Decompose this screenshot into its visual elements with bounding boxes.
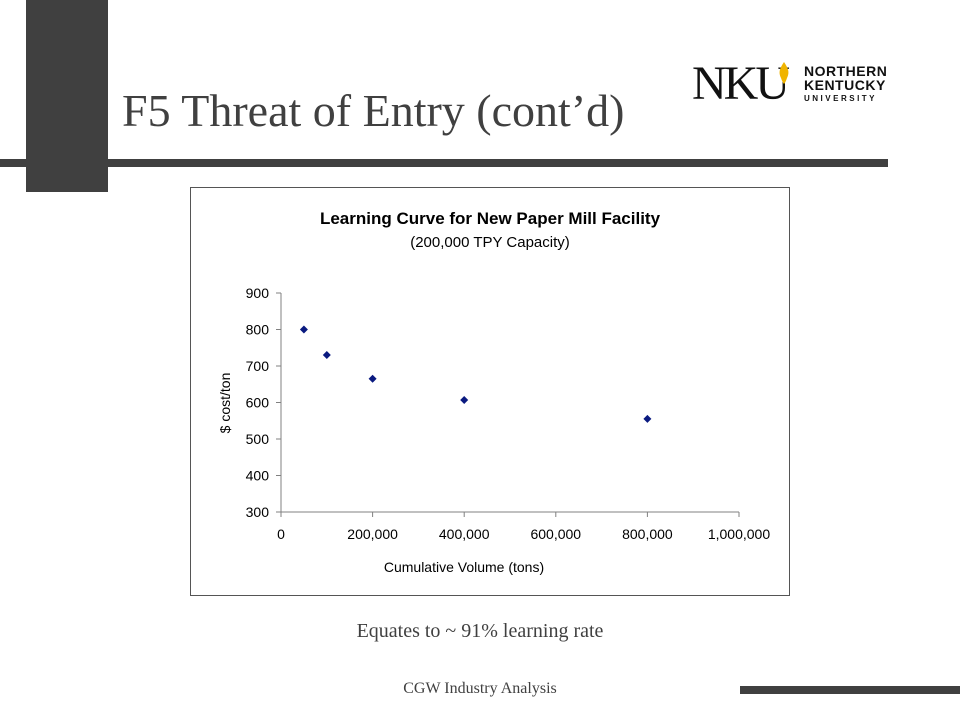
x-tick-label: 400,000 — [439, 526, 490, 542]
x-tick-label: 0 — [277, 526, 285, 542]
x-axis-label: Cumulative Volume (tons) — [384, 559, 544, 575]
y-tick-label: 800 — [246, 322, 270, 338]
y-axis-ticks: 300 400 500 600 700 800 900 — [246, 285, 281, 520]
flame-icon — [779, 62, 789, 84]
x-tick-label: 1,000,000 — [708, 526, 770, 542]
data-point — [299, 325, 308, 334]
footer-rule — [740, 686, 960, 694]
chart-subtitle: (200,000 TPY Capacity) — [410, 234, 570, 251]
x-axis-ticks: 0 200,000 400,000 600,000 800,000 1,000,000 — [277, 512, 770, 542]
logo-line-university: UNIVERSITY — [804, 94, 878, 103]
chart-title: Learning Curve for New Paper Mill Facili… — [320, 209, 661, 228]
logo-mark: NKU — [692, 57, 790, 110]
y-tick-label: 400 — [246, 468, 270, 484]
data-points — [299, 325, 652, 423]
y-tick-label: 500 — [246, 431, 270, 447]
logo-line-kentucky: KENTUCKY — [804, 77, 886, 93]
x-tick-label: 200,000 — [347, 526, 398, 542]
x-tick-label: 800,000 — [622, 526, 673, 542]
nku-logo: NKU NORTHERN KENTUCKY UNIVERSITY — [692, 60, 922, 112]
y-axis-label: $ cost/ton — [217, 373, 233, 434]
y-tick-label: 300 — [246, 504, 270, 520]
y-tick-label: 600 — [246, 395, 270, 411]
data-point — [460, 395, 469, 404]
y-tick-label: 700 — [246, 358, 270, 374]
data-point — [368, 374, 377, 383]
chart-frame: Learning Curve for New Paper Mill Facili… — [190, 187, 790, 596]
logo-line-northern: NORTHERN — [804, 63, 888, 79]
learning-curve-chart: Learning Curve for New Paper Mill Facili… — [217, 209, 770, 575]
slide-caption: Equates to ~ 91% learning rate — [356, 620, 604, 642]
x-tick-label: 600,000 — [530, 526, 581, 542]
data-point — [643, 414, 652, 423]
title-rule — [0, 159, 888, 167]
slide-title: F5 Threat of Entry (cont’d) — [122, 85, 625, 136]
y-tick-label: 900 — [246, 285, 270, 301]
data-point — [322, 351, 331, 360]
logo-wordmark: NORTHERN KENTUCKY UNIVERSITY — [804, 64, 887, 103]
footer-text: CGW Industry Analysis — [403, 680, 557, 697]
